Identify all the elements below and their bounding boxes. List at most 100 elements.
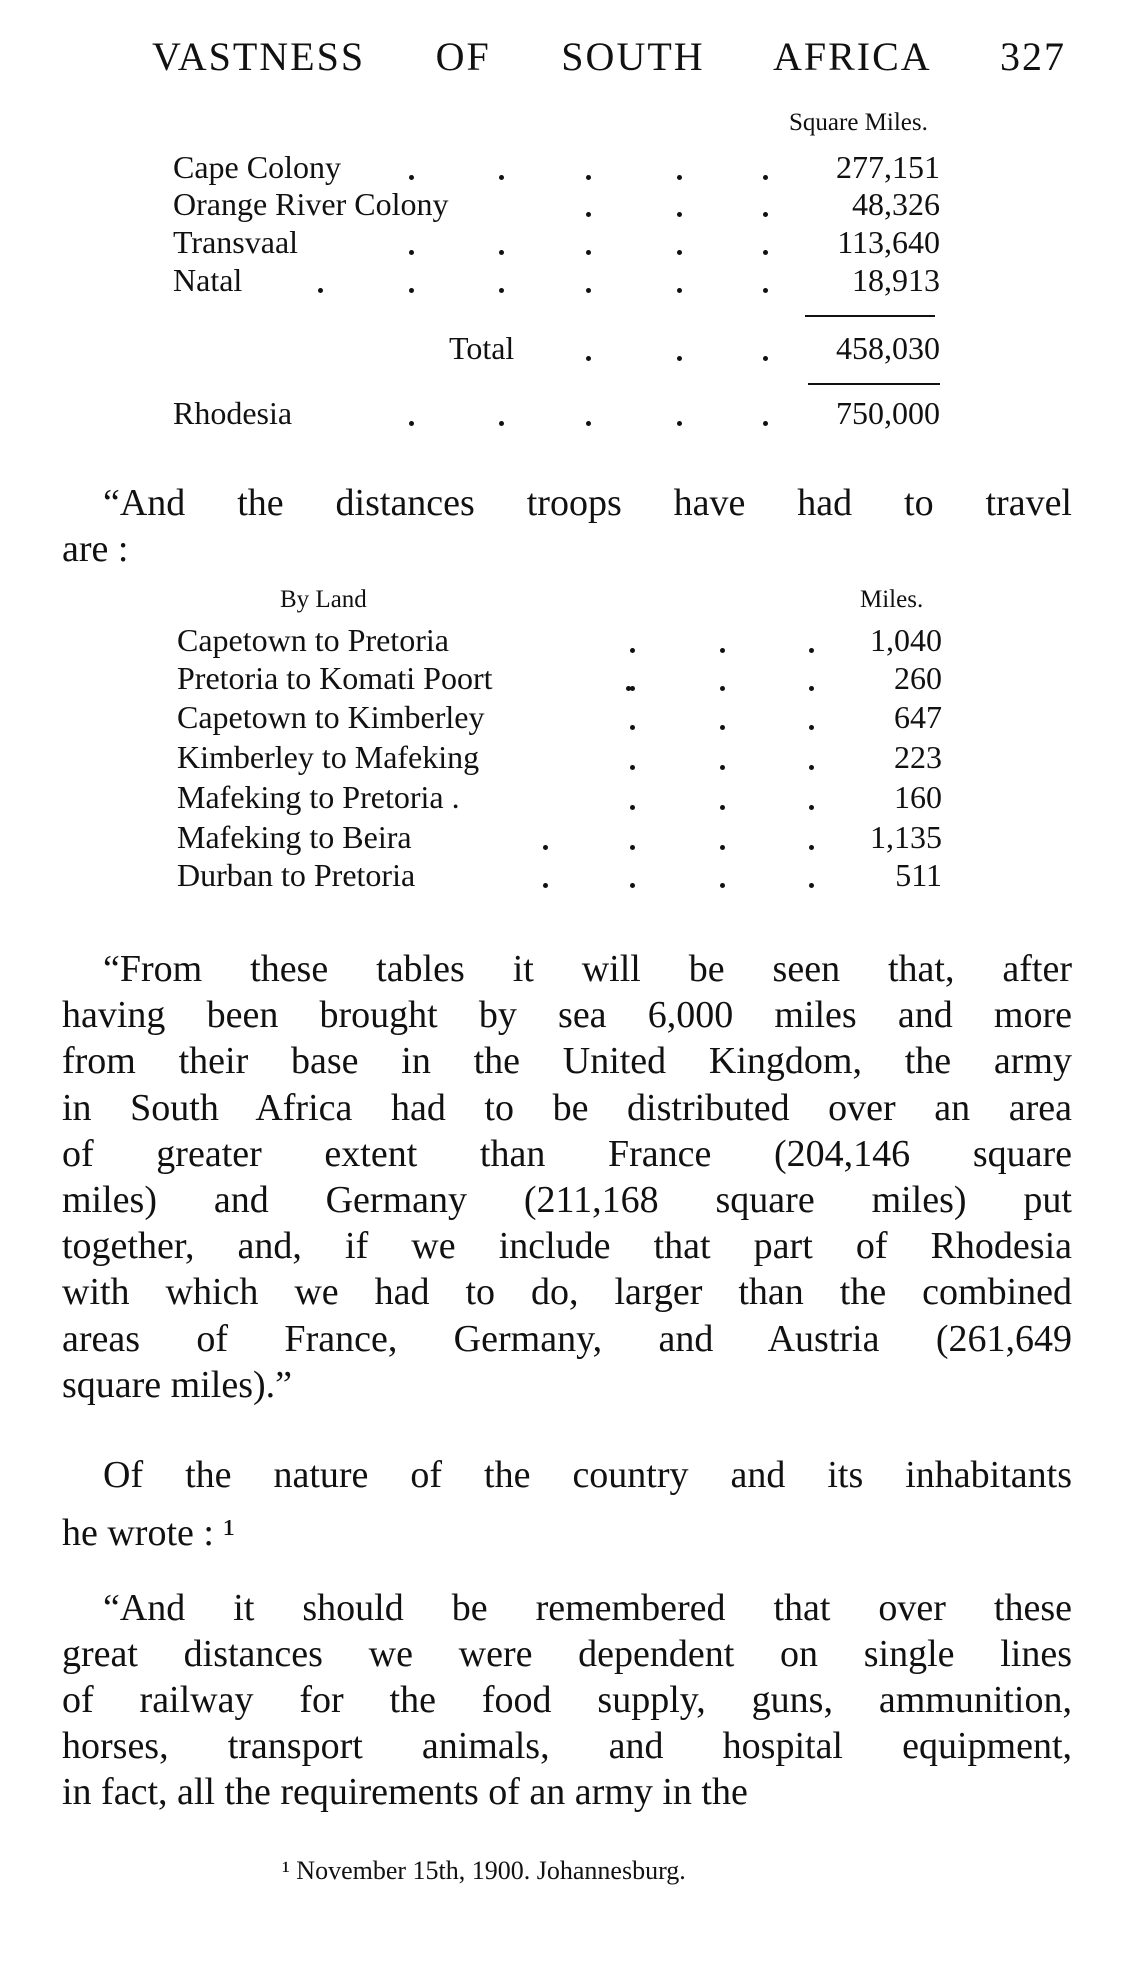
rhodesia-label: Rhodesia	[173, 395, 293, 431]
area-row-label: Cape Colony	[173, 149, 341, 185]
dot-leader	[720, 883, 725, 888]
dot-leader	[409, 175, 414, 180]
by-land-header: By Land	[280, 586, 367, 613]
dot-leader	[809, 883, 814, 888]
dot-leader	[626, 686, 631, 691]
total-rule	[808, 383, 940, 385]
dot-leader	[499, 250, 504, 255]
sum-rule	[805, 315, 935, 317]
dot-leader	[630, 765, 635, 770]
dot-leader	[409, 288, 414, 293]
dot-leader	[677, 288, 682, 293]
distance-row-value: 1,135	[870, 819, 942, 855]
page-number: 327	[1000, 34, 1066, 79]
paragraph_3-line: “And it should be remembered that over t…	[103, 1587, 1072, 1629]
paragraph_1-line: areas of France, Germany, and Austria (2…	[62, 1317, 1072, 1360]
distance-row-label: Pretoria to Komati Poort	[177, 660, 493, 696]
paragraph_2-line: Of the nature of the country and its inh…	[103, 1454, 1072, 1496]
dot-leader	[499, 175, 504, 180]
distance-row-value: 260	[894, 660, 942, 696]
paragraph_3-line: in fact, all the requirements of an army…	[62, 1771, 748, 1813]
dot-leader	[720, 845, 725, 850]
total-value: 458,030	[836, 330, 940, 366]
dot-leader	[677, 421, 682, 426]
dot-leader	[630, 805, 635, 810]
area-row-label: Natal	[173, 262, 243, 298]
area-row-value: 277,151	[836, 149, 940, 185]
dot-leader	[677, 175, 682, 180]
dot-leader	[763, 288, 768, 293]
dot-leader	[586, 250, 591, 255]
dot-leader	[630, 686, 635, 691]
dot-leader	[630, 648, 635, 653]
paragraph_1-line: in South Africa had to be distributed ov…	[62, 1086, 1072, 1129]
dot-leader	[677, 356, 682, 361]
distance-row-label: Capetown to Kimberley	[177, 699, 485, 735]
rhodesia-value: 750,000	[836, 395, 940, 431]
area-row-value: 113,640	[837, 224, 940, 260]
paragraph_1-line: together, and, if we include that part o…	[62, 1225, 1072, 1268]
dot-leader	[720, 805, 725, 810]
distance-row-label: Kimberley to Mafeking	[177, 739, 480, 775]
dot-leader	[809, 765, 814, 770]
total-label: Total	[449, 330, 515, 366]
paragraph_1-line: miles) and Germany (211,168 square miles…	[62, 1179, 1072, 1221]
distance-row-value: 647	[894, 699, 942, 735]
paragraph_3-line: great distances we were dependent on sin…	[62, 1633, 1072, 1675]
distance-row-value: 223	[894, 739, 942, 775]
dot-leader	[763, 212, 768, 217]
dot-leader	[499, 288, 504, 293]
paragraph_3-line: horses, transport animals, and hospital …	[62, 1725, 1072, 1767]
dot-leader	[763, 421, 768, 426]
dot-leader	[720, 725, 725, 730]
dot-leader	[543, 883, 548, 888]
dot-leader	[586, 175, 591, 180]
dot-leader	[586, 421, 591, 426]
distance-row-label: Mafeking to Pretoria .	[177, 779, 460, 815]
footnote: ¹ November 15th, 1900. Johannesburg.	[282, 1856, 686, 1885]
dot-leader	[630, 883, 635, 888]
dot-leader	[720, 765, 725, 770]
square-miles-header: Square Miles.	[789, 109, 928, 136]
area-row-value: 18,913	[852, 262, 940, 298]
dot-leader	[499, 421, 504, 426]
distance-row-label: Capetown to Pretoria	[177, 622, 449, 658]
dot-leader	[677, 212, 682, 217]
dot-leader	[630, 725, 635, 730]
paragraph_1-line: “From these tables it will be seen that,…	[103, 948, 1072, 990]
distance-row-label: Mafeking to Beira	[177, 819, 412, 855]
dot-leader	[763, 175, 768, 180]
dot-leader	[809, 845, 814, 850]
dot-leader	[409, 250, 414, 255]
distance-row-label: Durban to Pretoria	[177, 857, 416, 893]
paragraph_3-line: of railway for the food supply, guns, am…	[62, 1679, 1072, 1721]
dot-leader	[630, 845, 635, 850]
dot-leader	[318, 288, 323, 293]
dot-leader	[809, 648, 814, 653]
dot-leader	[543, 845, 548, 850]
distance-row-value: 1,040	[870, 622, 942, 658]
intro_paragraph-line: “And the distances troops have had to tr…	[103, 482, 1072, 524]
dot-leader	[763, 356, 768, 361]
chapter-title: VASTNESS OF SOUTH AFRICA	[152, 34, 930, 79]
dot-leader	[409, 421, 414, 426]
area-row-value: 48,326	[852, 186, 940, 222]
paragraph_1-line: having been brought by sea 6,000 miles a…	[62, 994, 1072, 1037]
dot-leader	[720, 686, 725, 691]
paragraph_1-line: with which we had to do, larger than the…	[62, 1271, 1072, 1314]
area-row-label: Transvaal	[173, 224, 299, 260]
intro_paragraph-line: are :	[62, 528, 129, 570]
dot-leader	[763, 250, 768, 255]
running-header: VASTNESS OF SOUTH AFRICA 327	[152, 34, 1066, 80]
distance-row-value: 511	[895, 857, 942, 893]
dot-leader	[809, 725, 814, 730]
area-row-label: Orange River Colony	[173, 186, 449, 222]
dot-leader	[809, 805, 814, 810]
dot-leader	[586, 212, 591, 217]
dot-leader	[586, 356, 591, 361]
paragraph_1-line: square miles).”	[62, 1363, 293, 1406]
distance-row-value: 160	[894, 779, 942, 815]
dot-leader	[677, 250, 682, 255]
dot-leader	[720, 648, 725, 653]
miles-header: Miles.	[860, 586, 924, 613]
